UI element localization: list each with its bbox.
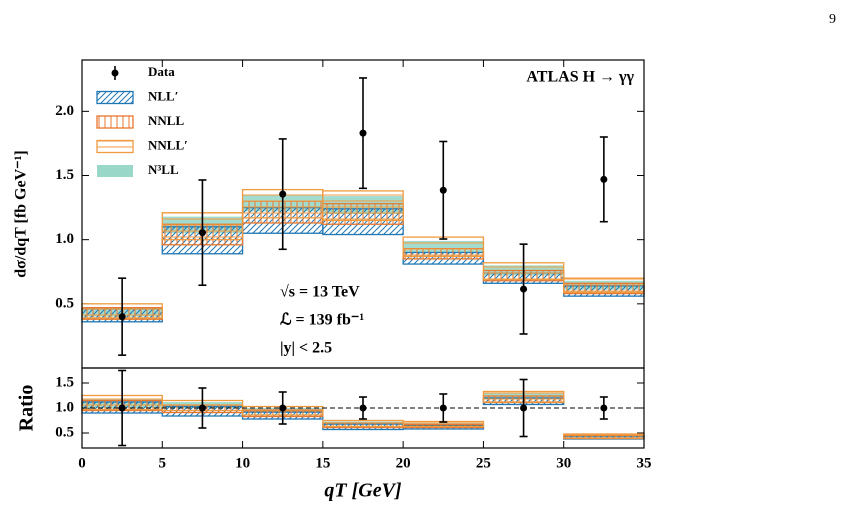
- annotation: ATLAS H → γγ: [526, 69, 634, 86]
- data-point: [359, 129, 367, 137]
- data-point: [198, 229, 206, 237]
- data-point: [520, 404, 528, 412]
- legend-swatch: [96, 90, 134, 105]
- annotation: |y| < 2.5: [280, 340, 332, 357]
- legend-label: NLL′: [148, 88, 178, 103]
- legend-swatch: [96, 139, 134, 154]
- x-axis-label: qT [GeV]: [324, 480, 402, 502]
- data-point: [439, 404, 447, 412]
- annotation: ℒ = 139 fb⁻¹: [280, 312, 364, 329]
- band: [322, 419, 404, 428]
- panel: 0.5 1.0 1.5 0 5 10 15 20 25 30 35 Ratio qT [GeV]: [16, 367, 652, 502]
- legend-marker: [111, 69, 119, 77]
- y-tick-label: 1.5: [55, 374, 74, 390]
- data-point: [279, 404, 287, 412]
- x-tick-label: 15: [315, 455, 330, 471]
- legend-label: NNLL: [148, 113, 184, 128]
- data-point: [118, 404, 126, 412]
- page-number: 9: [829, 12, 836, 27]
- x-tick-label: 30: [556, 455, 571, 471]
- legend-swatch: [97, 165, 133, 177]
- y-tick-label: 1.0: [55, 231, 74, 247]
- band: [402, 236, 485, 258]
- y-tick-label: 0.5: [55, 295, 74, 311]
- legend-label: Data: [148, 64, 175, 79]
- y-tick-label: 1.0: [55, 399, 74, 415]
- x-tick-label: 10: [235, 455, 250, 471]
- y-axis-label: Ratio: [16, 385, 38, 432]
- data-point: [359, 404, 367, 412]
- x-tick-label: 20: [396, 455, 411, 471]
- panel: 0.5 1.0 1.5 2.0 dσ/dqT [fb GeV⁻¹] ATLAS H → γ…: [13, 59, 645, 369]
- axes-frame: [81, 367, 645, 449]
- data-point: [198, 404, 206, 412]
- x-tick-label: 25: [476, 455, 491, 471]
- legend-label: N³LL: [148, 162, 179, 177]
- x-tick-label: 5: [159, 455, 167, 471]
- band: [563, 433, 645, 439]
- data-point: [118, 313, 126, 321]
- data-point: [439, 186, 447, 194]
- band: [322, 190, 404, 222]
- y-tick-label: 0.5: [55, 424, 74, 440]
- band: [563, 277, 645, 293]
- data-point: [520, 285, 528, 293]
- legend-label: NNLL′: [148, 137, 188, 152]
- data-point: [279, 190, 287, 198]
- legend-swatch: [96, 115, 134, 129]
- data-point: [600, 404, 608, 412]
- y-tick-label: 1.5: [55, 167, 74, 183]
- x-tick-label: 0: [78, 455, 86, 471]
- data-point: [600, 175, 608, 183]
- annotation: √s = 13 TeV: [280, 284, 360, 301]
- y-tick-label: 2.0: [55, 103, 74, 119]
- x-tick-label: 35: [637, 455, 652, 471]
- y-axis-label: dσ/dqT [fb GeV⁻¹]: [13, 150, 30, 277]
